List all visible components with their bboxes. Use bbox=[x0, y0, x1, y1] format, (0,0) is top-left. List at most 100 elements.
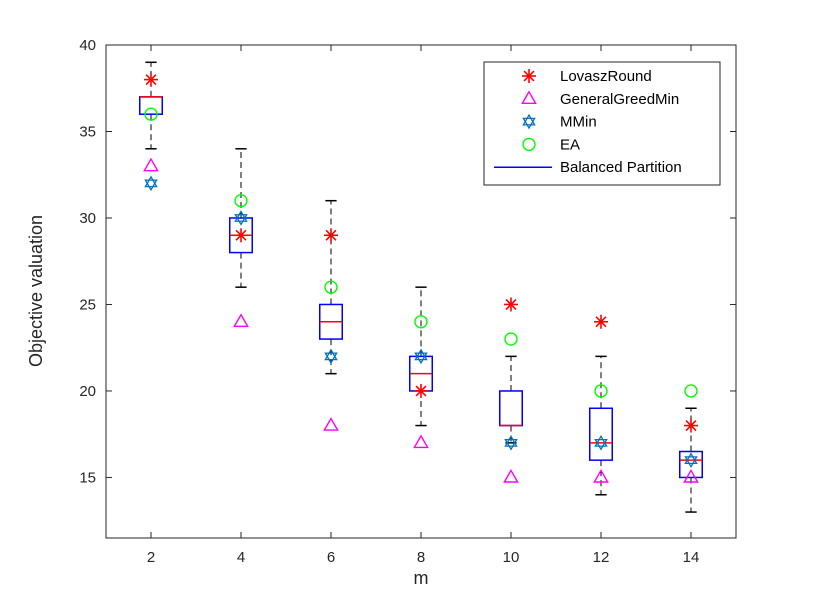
generalgreedmin-point bbox=[143, 157, 159, 172]
circle-shape bbox=[684, 384, 698, 398]
x-tick-label: 4 bbox=[237, 549, 245, 566]
hexagram-up bbox=[504, 435, 518, 447]
circle-shape bbox=[522, 137, 536, 152]
hexagram-up bbox=[234, 210, 248, 222]
mmin-point bbox=[414, 348, 428, 365]
hexagram-down bbox=[414, 352, 428, 365]
ea-point bbox=[594, 384, 608, 398]
mmin-point bbox=[594, 435, 608, 451]
box-group-m12 bbox=[589, 355, 613, 496]
circle-shape bbox=[594, 384, 608, 398]
asterisk-stroke bbox=[523, 70, 535, 82]
hexagram-down bbox=[324, 352, 338, 365]
asterisk-stroke bbox=[595, 316, 607, 328]
triangle-shape bbox=[143, 157, 159, 172]
asterisk-stroke bbox=[145, 74, 157, 86]
x-tick-label: 10 bbox=[503, 549, 520, 566]
legend-box bbox=[483, 61, 721, 186]
x-tick-label: 12 bbox=[593, 549, 610, 566]
generalgreedmin-point bbox=[413, 434, 429, 449]
hexagram-up bbox=[144, 175, 158, 188]
circle-shape bbox=[144, 107, 158, 121]
triangle-shape bbox=[683, 469, 699, 483]
hexagram-down bbox=[684, 456, 698, 468]
x-tick-label: 6 bbox=[327, 549, 335, 566]
legend-hexagram-icon bbox=[522, 113, 536, 130]
ea-point bbox=[414, 315, 428, 329]
legend-label: GeneralGreedMin bbox=[560, 91, 679, 108]
legend-label: MMin bbox=[560, 114, 597, 131]
asterisk-stroke bbox=[505, 298, 517, 310]
ea-point bbox=[504, 332, 518, 346]
circle-shape bbox=[324, 280, 338, 294]
box bbox=[679, 450, 703, 479]
lovaszround-point bbox=[594, 314, 608, 329]
mmin-point bbox=[324, 348, 338, 365]
legend-label: EA bbox=[560, 136, 580, 153]
asterisk-stroke bbox=[685, 420, 697, 432]
legend-asterisk-icon bbox=[522, 69, 536, 83]
legend: LovaszRound GeneralGreedMin MMin EA Balanced… bbox=[483, 61, 721, 186]
circle-shape bbox=[414, 315, 428, 329]
hexagram-up bbox=[684, 452, 698, 465]
hexagram-down bbox=[144, 179, 158, 192]
legend-label: LovaszRound bbox=[560, 68, 652, 85]
box-group-m6 bbox=[319, 199, 343, 375]
y-tick-label: 35 bbox=[79, 123, 96, 140]
y-tick-label: 40 bbox=[79, 37, 96, 54]
y-tick-label: 25 bbox=[79, 296, 96, 313]
hexagram-up bbox=[594, 435, 608, 447]
legend-label: Balanced Partition bbox=[560, 159, 682, 176]
y-tick-label: 20 bbox=[79, 383, 96, 400]
lovaszround-point bbox=[234, 228, 248, 243]
ea-point bbox=[234, 193, 248, 208]
lovaszround-point bbox=[414, 383, 428, 398]
circle-shape bbox=[234, 193, 248, 208]
triangle-shape bbox=[593, 469, 609, 483]
hexagram-up bbox=[414, 348, 428, 361]
box bbox=[589, 407, 613, 461]
mmin-point bbox=[504, 435, 518, 451]
triangle-shape bbox=[233, 313, 249, 328]
generalgreedmin-point bbox=[503, 469, 519, 483]
x-tick-label: 14 bbox=[683, 549, 700, 566]
asterisk-stroke bbox=[325, 229, 337, 241]
ea-point bbox=[324, 280, 338, 294]
y-tick-label: 30 bbox=[79, 210, 96, 227]
lovaszround-point bbox=[684, 418, 698, 433]
hexagram-down bbox=[234, 214, 248, 226]
axes-frame bbox=[105, 44, 737, 539]
asterisk-stroke bbox=[235, 229, 247, 241]
triangle-shape bbox=[413, 434, 429, 449]
hexagram-up bbox=[522, 113, 536, 126]
hexagram-down bbox=[594, 438, 608, 451]
hexagram-up bbox=[324, 348, 338, 361]
lovaszround-point bbox=[144, 72, 158, 87]
y-tick-label: 15 bbox=[79, 469, 96, 486]
triangle-shape bbox=[521, 90, 537, 105]
hexagram-down bbox=[522, 117, 536, 130]
ea-point bbox=[144, 107, 158, 121]
legend-triangle-icon bbox=[521, 90, 537, 105]
x-tick-label: 2 bbox=[147, 549, 155, 566]
circle-shape bbox=[504, 332, 518, 346]
mmin-point bbox=[684, 452, 698, 468]
mmin-point bbox=[144, 175, 158, 192]
x-axis-label: m bbox=[414, 568, 429, 588]
legend-circle-icon bbox=[522, 137, 536, 152]
triangle-shape bbox=[323, 417, 339, 431]
generalgreedmin-point bbox=[323, 417, 339, 431]
asterisk-stroke bbox=[415, 385, 427, 397]
y-axis-label: Objective valuation bbox=[26, 215, 46, 367]
mmin-point bbox=[234, 210, 248, 226]
hexagram-down bbox=[504, 438, 518, 451]
ea-point bbox=[684, 384, 698, 398]
generalgreedmin-point bbox=[593, 469, 609, 483]
generalgreedmin-point bbox=[233, 313, 249, 328]
triangle-shape bbox=[503, 469, 519, 483]
x-tick-label: 8 bbox=[417, 549, 425, 566]
lovaszround-point bbox=[324, 228, 338, 243]
generalgreedmin-point bbox=[683, 469, 699, 483]
lovaszround-point bbox=[504, 297, 518, 312]
